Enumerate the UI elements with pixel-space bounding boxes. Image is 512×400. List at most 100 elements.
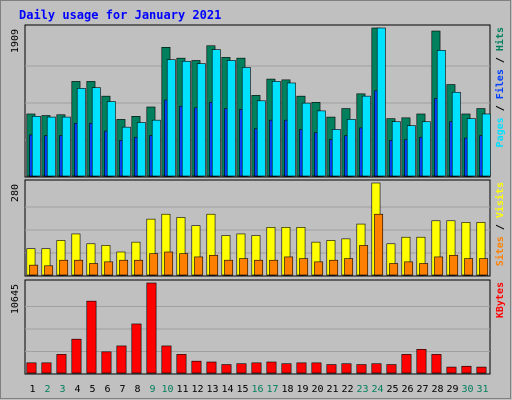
visits-bar-sites	[374, 213, 384, 276]
kbytes-bar-kbytes	[41, 362, 52, 374]
hits-legend-files: Files	[494, 69, 506, 99]
x-tick-label: 13	[206, 384, 218, 395]
visits-legend-visits: Visits	[494, 182, 506, 218]
hits-legend-separator: /	[495, 99, 506, 117]
hits-legend-hits: Hits	[494, 27, 506, 51]
visits-bar-sites	[149, 253, 159, 276]
kbytes-bar-kbytes	[416, 349, 427, 374]
visits-bar-sites	[284, 256, 294, 276]
kbytes-bar-kbytes	[191, 360, 202, 374]
hits-bar-pages	[391, 121, 401, 177]
kbytes-bar-kbytes	[281, 363, 292, 374]
kbytes-bar-kbytes	[221, 364, 232, 374]
hits-bar-pages	[31, 116, 41, 177]
visits-bar-sites	[164, 251, 174, 276]
x-tick-label: 28	[431, 384, 443, 395]
kbytes-legend: KBytes	[495, 282, 506, 318]
kbytes-bar-kbytes	[26, 362, 37, 374]
kbytes-bar-kbytes	[311, 362, 322, 374]
kbytes-bar-kbytes	[71, 338, 82, 374]
kbytes-bar-kbytes	[251, 362, 262, 374]
visits-bar-sites	[239, 258, 249, 276]
x-tick-label: 4	[74, 384, 80, 395]
visits-bar-sites	[209, 254, 219, 276]
kbytes-bar-kbytes	[56, 354, 67, 374]
x-tick-label: 17	[266, 384, 278, 395]
hits-bar-pages	[181, 60, 191, 177]
visits-bar-sites	[29, 264, 39, 276]
x-axis-labels: 1 2 3 4 5 6 7 8 9 10 11 12 13 14 15 16 17 18 19 20 21 22 23 24 2…	[29, 384, 488, 395]
x-tick-label: 12	[191, 384, 203, 395]
visits-bar-sites	[89, 263, 99, 276]
x-tick-label: 2	[44, 384, 50, 395]
kbytes-bar-kbytes	[101, 351, 112, 374]
kbytes-bar-kbytes	[296, 362, 307, 374]
hits-bar-pages	[451, 91, 461, 177]
visits-bar-sites	[44, 265, 54, 276]
hits-bar-pages	[61, 116, 71, 177]
hits-bar-pages	[421, 121, 431, 177]
kbytes-bar-kbytes	[326, 364, 337, 374]
x-tick-label: 15	[236, 384, 248, 395]
x-tick-label: 22	[341, 384, 353, 395]
visits-bar-sites	[194, 256, 204, 276]
x-tick-label: 26	[401, 384, 413, 395]
visits-bar-sites	[59, 259, 69, 276]
x-tick-label: 21	[326, 384, 338, 395]
hits-bar-pages	[376, 27, 386, 177]
visits-bar-sites	[179, 253, 189, 276]
visits-bar-sites	[269, 259, 279, 276]
kbytes-max-label: 10645	[10, 284, 21, 314]
x-tick-label: 14	[221, 384, 233, 395]
hits-bar-pages	[316, 110, 326, 177]
hits-bar-pages	[211, 49, 221, 177]
x-tick-label: 8	[134, 384, 140, 395]
kbytes-bar-kbytes	[131, 323, 142, 374]
x-tick-label: 19	[296, 384, 308, 395]
hits-legend-pages: Pages	[495, 117, 506, 147]
visits-bar-sites	[449, 254, 459, 276]
x-tick-label: 23	[356, 384, 368, 395]
visits-bar-sites	[434, 256, 444, 276]
kbytes-bar-kbytes	[86, 300, 97, 374]
kbytes-panel: 10645 KBytes	[10, 279, 506, 375]
visits-bar-sites	[464, 258, 474, 276]
kbytes-bar-kbytes	[431, 354, 442, 374]
hits-bar-pages	[331, 129, 341, 177]
kbytes-series-kbytes	[26, 282, 487, 374]
visits-series-visits	[26, 182, 486, 276]
hits-bar-pages	[406, 125, 416, 177]
hits-bar-pages	[46, 116, 56, 177]
hits-bar-pages	[151, 119, 161, 177]
visits-bar-sites	[254, 259, 264, 276]
visits-bar-sites	[314, 261, 324, 276]
hits-panel: 1909 Pages / Files / Hits	[10, 24, 506, 178]
hits-bar-pages	[286, 82, 296, 177]
x-tick-label: 16	[251, 384, 263, 395]
visits-bar-sites	[419, 263, 429, 276]
hits-bar-pages	[76, 88, 86, 177]
kbytes-bar-kbytes	[356, 364, 367, 374]
x-tick-label: 9	[149, 384, 155, 395]
kbytes-bar-kbytes	[371, 363, 382, 374]
kbytes-bar-kbytes	[161, 345, 172, 374]
hits-bar-pages	[91, 87, 101, 177]
visits-bar-sites	[299, 258, 309, 276]
x-tick-label: 20	[311, 384, 323, 395]
x-tick-label: 24	[371, 384, 383, 395]
visits-bar-sites	[389, 263, 399, 276]
hits-bar-pages	[241, 67, 251, 177]
kbytes-bar-kbytes	[116, 345, 127, 374]
visits-bar-sites	[344, 258, 354, 276]
visits-panel: 280 Sites / Visits	[10, 179, 506, 277]
x-tick-label: 25	[386, 384, 398, 395]
visits-legend-sites: Sites	[494, 236, 506, 266]
x-tick-label: 18	[281, 384, 293, 395]
visits-bar-sites	[119, 259, 129, 276]
x-tick-label: 3	[59, 384, 65, 395]
kbytes-bar-kbytes	[476, 366, 487, 374]
visits-max-label: 280	[10, 184, 21, 202]
visits-series-sites	[29, 213, 489, 276]
kbytes-legend-kbytes: KBytes	[495, 282, 506, 318]
